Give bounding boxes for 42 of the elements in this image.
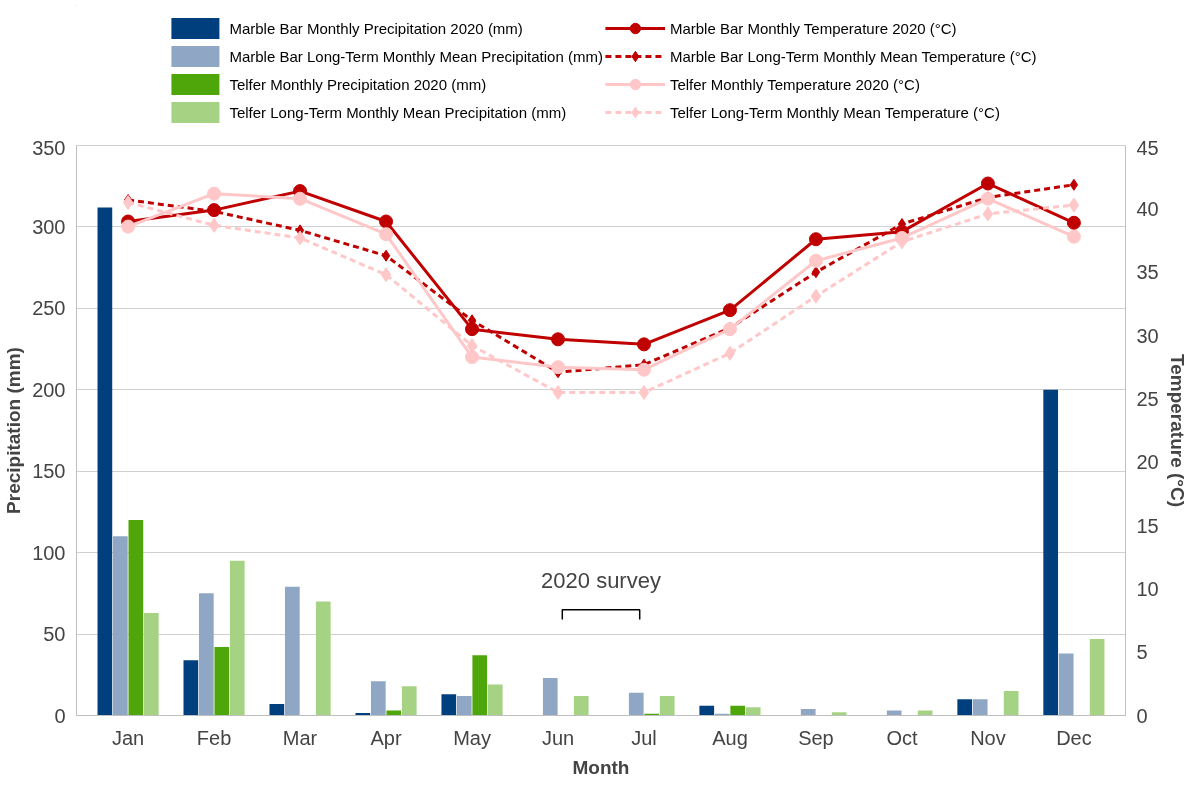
legend-label: Telfer Long-Term Monthly Mean Temperature (°C) [669, 102, 1000, 123]
legend-label: Telfer Long-Term Monthly Mean Precipitation (mm) [229, 102, 567, 123]
x-tick-label: Oct [886, 726, 918, 749]
y2-tick-label: 5 [1136, 641, 1148, 664]
y2-tick-label: 25 [1136, 387, 1159, 410]
y2-tick-label: 20 [1136, 451, 1159, 474]
legend-label: Telfer Monthly Temperature 2020 (°C) [669, 74, 920, 95]
x-tick-label: Aug [712, 726, 748, 749]
y2-axis-title: Temperature (°C) [1166, 354, 1188, 507]
x-tick-label: Sep [798, 726, 834, 749]
y-tick-label: 50 [43, 623, 66, 646]
legend-label: Telfer Monthly Precipitation 2020 (mm) [229, 74, 487, 95]
y2-tick-label: 35 [1136, 261, 1159, 284]
x-tick-label: May [453, 726, 491, 749]
x-axis-title: Month [572, 756, 630, 778]
x-tick-label: Apr [370, 726, 402, 749]
x-tick-label: Jan [111, 726, 145, 749]
y2-tick-label: 40 [1136, 197, 1159, 220]
y2-tick-label: 0 [1136, 704, 1148, 727]
legend-label: Marble Bar Long-Term Monthly Mean Precipitation (mm) [229, 46, 603, 67]
x-tick-label: Feb [196, 726, 232, 749]
legend-label: Marble Bar Monthly Precipitation 2020 (mm) [229, 18, 523, 39]
x-tick-label: Jun [541, 726, 575, 749]
legend-label: Marble Bar Long-Term Monthly Mean Temperature (°C) [669, 46, 1037, 67]
y2-tick-label: 30 [1136, 324, 1159, 347]
legend-label: Marble Bar Monthly Temperature 2020 (°C) [669, 18, 957, 39]
y-axis-title: Precipitation (mm) [3, 347, 25, 514]
x-tick-label: Dec [1056, 726, 1092, 749]
x-tick-label: Jul [631, 726, 657, 749]
y-tick-label: 0 [54, 704, 66, 727]
y2-tick-label: 45 [1136, 136, 1159, 159]
y-tick-label: 250 [32, 297, 66, 320]
y2-tick-label: 10 [1136, 577, 1159, 600]
y-tick-label: 200 [32, 378, 66, 401]
y-tick-label: 150 [32, 460, 66, 483]
y-tick-label: 300 [32, 215, 66, 238]
x-tick-label: Mar [282, 726, 318, 749]
y2-tick-label: 15 [1136, 514, 1159, 537]
y-tick-label: 350 [32, 136, 66, 159]
y-tick-label: 100 [32, 541, 66, 564]
x-tick-label: Nov [970, 726, 1006, 749]
annotation: 2020 survey [541, 568, 661, 594]
